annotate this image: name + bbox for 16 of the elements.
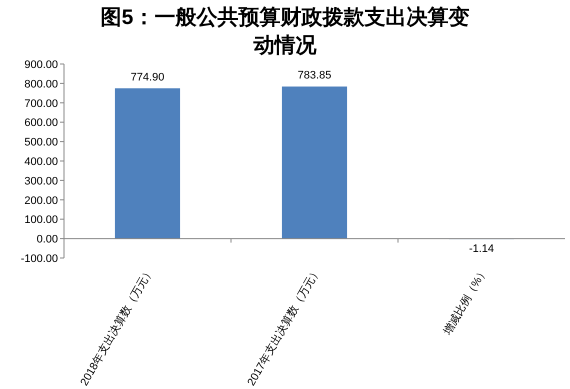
y-tick-label: 400.00 (24, 156, 58, 168)
y-tick-label: 800.00 (24, 78, 58, 90)
y-tick-label: 300.00 (24, 175, 58, 188)
y-tick-label: 900.00 (24, 59, 58, 71)
data-label: 783.85 (298, 70, 332, 82)
data-label: 774.90 (130, 71, 164, 84)
y-tick-label: 100.00 (24, 214, 58, 226)
y-tick-label: 200.00 (24, 194, 58, 207)
x-tick-label: 增减比例（%） (440, 265, 490, 338)
data-label: -1.14 (468, 242, 494, 255)
chart-title: 图5：一般公共预算财政拨款支出决算变动情况 (100, 5, 470, 57)
y-tick-label: 0.00 (36, 234, 58, 246)
y-tick-label: 700.00 (24, 98, 58, 110)
y-tick-label: 500.00 (24, 136, 58, 149)
y-tick-label: -100.00 (20, 253, 58, 265)
y-tick-label: 600.00 (24, 117, 58, 130)
